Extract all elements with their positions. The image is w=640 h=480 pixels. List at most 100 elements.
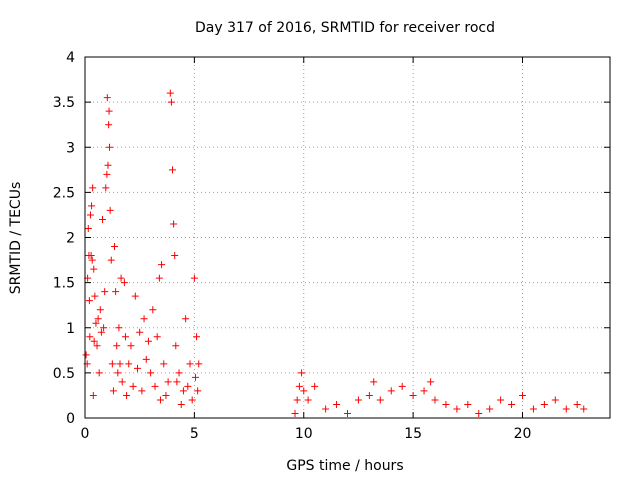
data-point [497,396,505,404]
x-axis-label: GPS time / hours [286,458,403,474]
y-tick-label: 2.5 [53,185,75,201]
data-point [153,333,161,341]
data-point [99,215,106,223]
data-point [117,274,125,282]
data-point [190,274,198,282]
x-tick-label: 10 [295,426,313,442]
data-point [103,170,111,178]
data-point [166,89,174,97]
data-point [86,211,94,219]
data-point [508,400,516,408]
x-tick-label: 5 [190,426,199,442]
data-point [167,98,175,106]
data-point [131,292,139,300]
data-point [96,306,104,314]
data-point [304,396,312,404]
y-tick-label: 3.5 [53,95,75,111]
data-point [103,94,111,102]
data-point [420,387,428,395]
data-point [88,202,96,210]
data-point [172,342,180,350]
data-point [94,315,102,323]
data-point [109,387,117,395]
y-tick-label: 1.5 [53,276,75,292]
data-point [89,184,97,192]
data-point [333,400,341,408]
data-point [136,328,144,336]
data-point [551,396,559,404]
data-point [486,405,494,413]
data-point [322,405,330,413]
data-point [113,342,121,350]
data-point [365,391,373,399]
data-point [97,328,105,336]
data-point [101,288,109,296]
data-point [171,252,179,260]
data-point [186,360,194,368]
data-point [177,400,185,408]
data-point [540,400,548,408]
data-point [125,360,133,368]
data-point [529,405,537,413]
y-tick-label: 4 [66,50,75,66]
data-point [170,220,178,228]
data-point [105,107,113,115]
data-point [427,378,435,386]
data-point [86,333,94,341]
data-point [387,387,395,395]
data-point [91,292,99,300]
data-point [142,355,150,363]
data-point [475,409,483,417]
data-point [300,387,308,395]
data-point [95,369,103,377]
data-point [84,224,92,232]
data-point [127,342,135,350]
data-point [87,252,95,260]
y-axis-label: SRMTID / TECUs [8,182,24,295]
data-point [107,256,115,264]
data-point [88,256,96,264]
data-point [370,378,378,386]
data-point [398,382,406,390]
data-point [173,378,181,386]
data-point [144,337,152,345]
data-point [156,396,164,404]
data-point [129,382,137,390]
data-point [116,360,124,368]
y-tick-label: 0 [66,411,75,427]
data-point [149,306,157,314]
data-point [100,324,108,332]
data-point [431,396,439,404]
data-point [344,409,351,417]
data-point [123,391,131,399]
data-point [193,333,201,341]
data-point [464,400,472,408]
ticks-layer: 0 5 10 15 20 0 0.5 1 1.5 2 2.5 3 3.5 4 [53,50,610,442]
data-point [160,360,168,368]
data-point [376,396,384,404]
data-point [140,315,148,323]
data-point [162,391,170,399]
data-point [106,143,113,151]
data-point [188,396,196,404]
data-point [291,409,299,417]
data-point [409,391,417,399]
data-point [298,369,306,377]
data-point [442,400,450,408]
data-point [151,382,159,390]
data-point [562,405,570,413]
data-point [105,121,113,129]
data-point [118,378,126,386]
grid-layer [85,57,610,418]
data-point [354,396,362,404]
data-point [195,360,203,368]
data-point [155,274,163,282]
data-point [82,351,90,359]
data-point [120,279,128,287]
chart-title: Day 317 of 2016, SRMTID for receiver roc… [195,20,495,36]
data-point [580,405,588,413]
data-point [121,333,129,341]
x-tick-label: 0 [81,426,90,442]
